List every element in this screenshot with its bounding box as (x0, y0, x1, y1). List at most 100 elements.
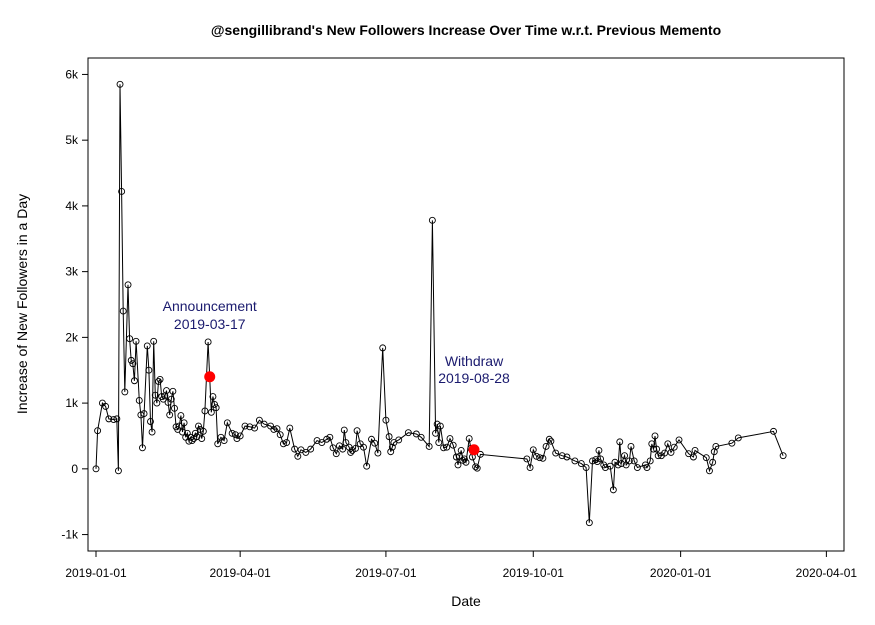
data-point (159, 395, 167, 403)
data-point (651, 432, 659, 440)
data-point (404, 429, 412, 437)
data-point (646, 457, 654, 465)
data-point (179, 428, 186, 436)
data-point (661, 449, 669, 457)
data-point (175, 422, 183, 430)
data-point (473, 464, 481, 472)
data-point (462, 458, 470, 466)
data-point (156, 375, 164, 383)
data-point (313, 437, 321, 445)
data-point (432, 429, 440, 437)
data-point (653, 445, 661, 453)
x-axis-label: Date (451, 593, 481, 609)
data-point (326, 433, 334, 441)
x-tick-label: 2019-04-01 (209, 566, 271, 580)
data-point (472, 463, 480, 471)
data-point (198, 435, 206, 443)
data-point (379, 344, 387, 352)
data-point (114, 467, 122, 475)
data-point (363, 462, 371, 470)
data-point (582, 464, 590, 471)
data-point (214, 440, 222, 448)
data-point (102, 402, 110, 410)
data-point (270, 425, 278, 433)
data-point (649, 445, 657, 453)
data-point (571, 457, 579, 465)
data-point (374, 449, 382, 457)
data-point (706, 467, 713, 475)
annotation-label: Announcement (163, 298, 257, 314)
data-point (353, 427, 361, 435)
data-point (547, 437, 555, 445)
data-point (689, 453, 697, 461)
data-point (597, 455, 604, 463)
data-point (228, 429, 236, 437)
data-point (129, 360, 137, 368)
data-point (132, 337, 140, 345)
data-point (352, 445, 359, 452)
data-point (606, 462, 614, 470)
data-point (443, 443, 451, 451)
data-point (130, 377, 138, 385)
data-point (436, 422, 444, 430)
data-point (204, 338, 212, 346)
x-tick-label: 2020-04-01 (796, 566, 858, 580)
data-point (209, 393, 217, 400)
y-tick-label: 0 (71, 462, 78, 476)
data-point (545, 435, 553, 443)
data-point (302, 448, 310, 456)
data-point (151, 391, 159, 399)
data-point (627, 443, 635, 450)
data-point (193, 433, 201, 441)
data-point (137, 411, 145, 419)
x-tick-label: 2019-07-01 (355, 566, 417, 580)
y-axis-label: Increase of New Followers in a Day (14, 194, 30, 414)
data-point (609, 486, 617, 494)
data-point (121, 388, 129, 396)
data-point (670, 443, 678, 451)
data-point (260, 420, 268, 428)
data-point (188, 437, 196, 445)
data-point (273, 425, 281, 433)
data-point (552, 449, 560, 457)
series (92, 80, 787, 527)
data-point (526, 464, 534, 471)
data-point (187, 433, 194, 441)
data-point (643, 464, 651, 471)
data-point (286, 424, 294, 432)
data-point (211, 400, 218, 408)
data-point (105, 415, 113, 423)
data-point (169, 387, 177, 395)
data-point (307, 445, 315, 453)
data-point (709, 458, 717, 466)
data-point (617, 460, 625, 468)
data-point (276, 431, 284, 439)
x-axis: 2019-01-01 2019-04-01 2019-07-01 2019-10-01… (65, 551, 857, 580)
data-point (140, 410, 148, 418)
plot-frame (87, 57, 845, 552)
data-point (425, 443, 433, 450)
data-point (207, 408, 215, 416)
data-point (382, 416, 390, 424)
data-point (452, 453, 460, 461)
data-point (291, 445, 299, 453)
data-point (135, 397, 143, 404)
data-point (118, 187, 126, 195)
data-point (395, 436, 403, 444)
x-tick-label: 2020-01-01 (650, 566, 712, 580)
data-point (595, 446, 603, 454)
data-point (601, 464, 609, 471)
data-point (231, 431, 239, 439)
data-point (283, 439, 291, 446)
y-tick-label: 6k (65, 67, 79, 81)
highlight-point (468, 444, 480, 456)
data-point (633, 464, 641, 471)
data-point (465, 435, 473, 443)
data-point (585, 519, 593, 527)
data-point (449, 441, 457, 449)
data-point (251, 424, 259, 432)
data-point (147, 418, 154, 425)
data-point (387, 448, 395, 456)
annotation-label: Withdraw (445, 353, 504, 369)
